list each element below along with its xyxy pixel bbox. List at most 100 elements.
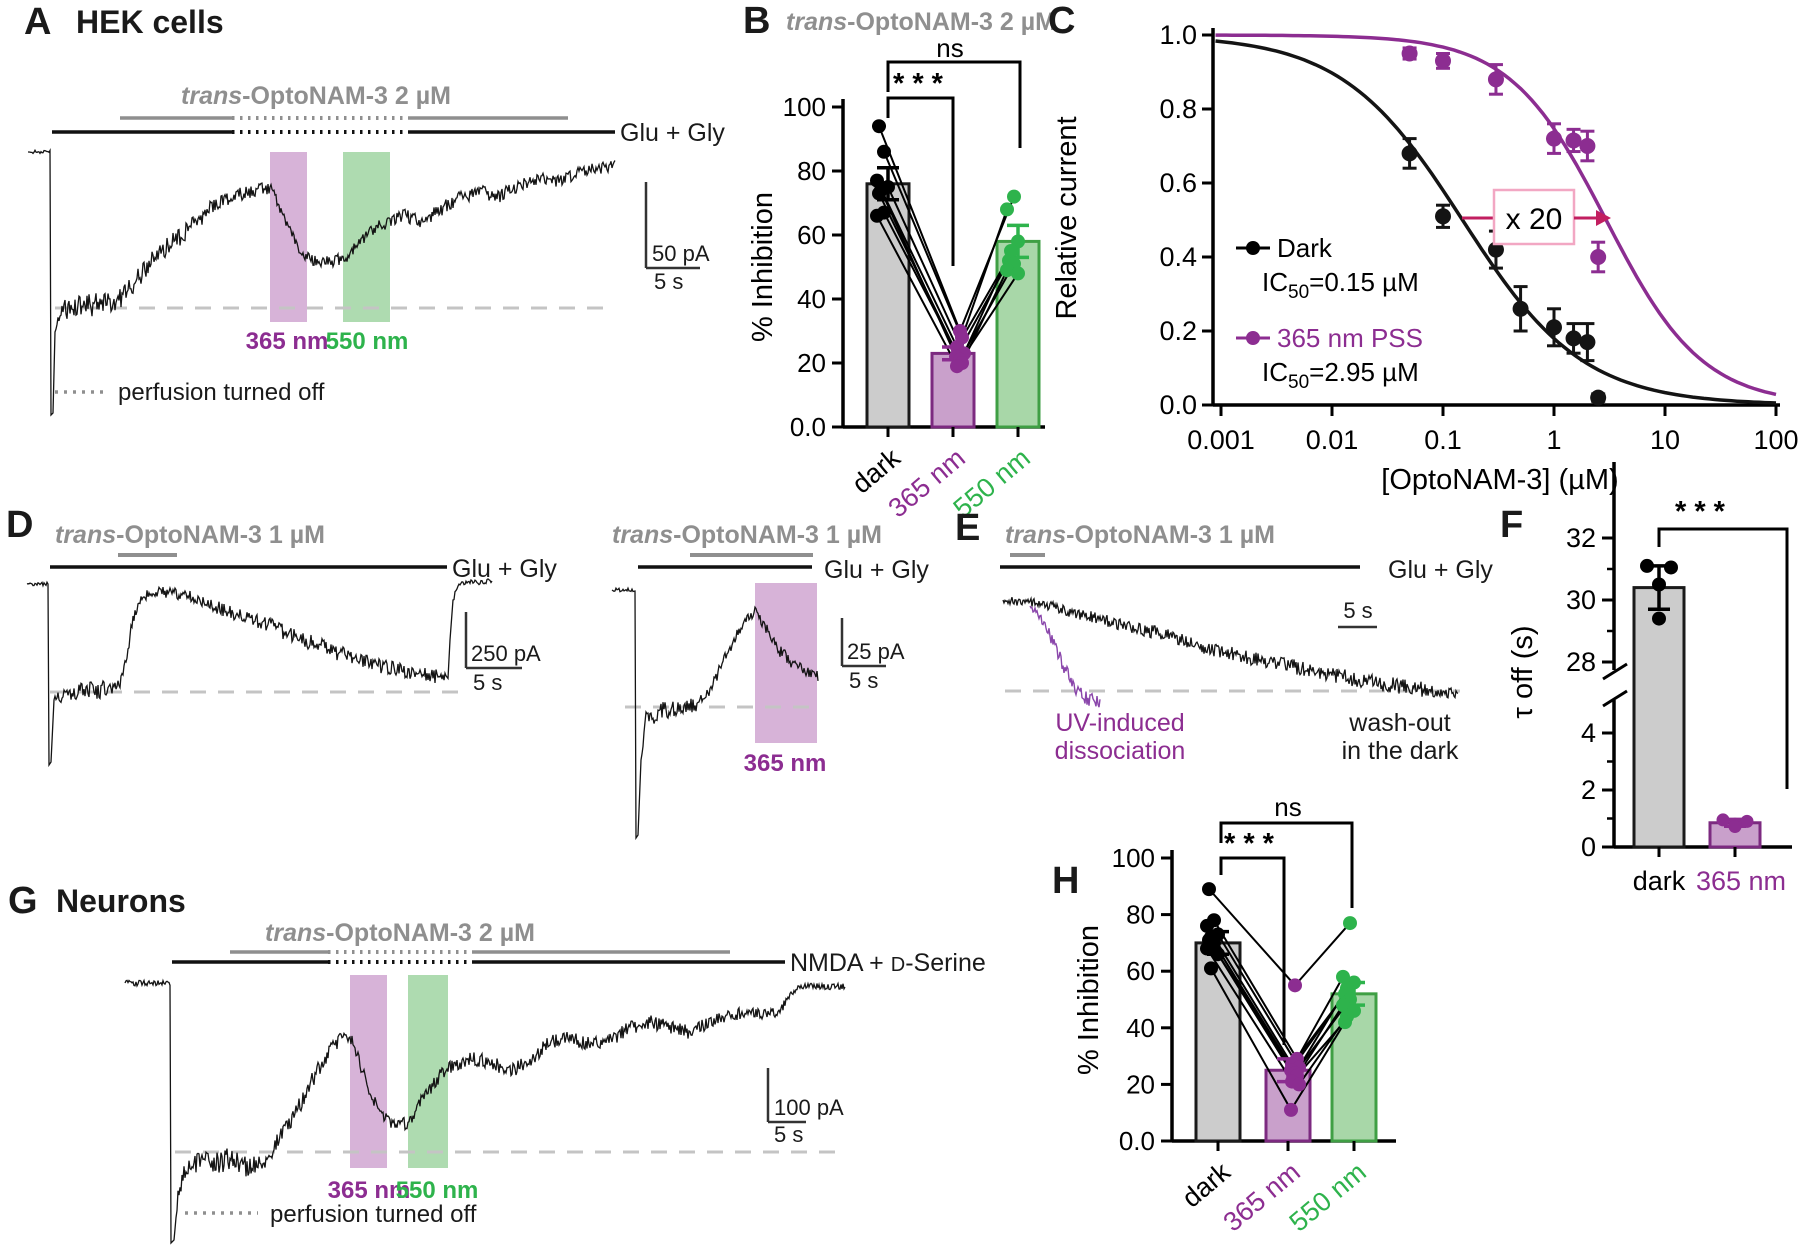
panel-b-letter: B	[743, 0, 770, 42]
panel-b-sig-uv: * * *	[893, 68, 944, 100]
significance-bracket	[1657, 527, 1789, 789]
x-category-label: 550 nm	[1284, 1157, 1372, 1238]
x-category-label: dark	[1176, 1156, 1236, 1213]
x-tick-label: 100	[1753, 425, 1798, 455]
vis-light-box	[408, 975, 448, 1168]
panel-a-scale-current: 50 pA	[652, 241, 710, 266]
trace-path	[1002, 596, 1459, 700]
agonist-smallcap: D	[891, 954, 905, 976]
data-point	[870, 208, 884, 223]
bar-dark	[1632, 586, 1686, 849]
y-tick-label: 100	[1112, 843, 1155, 873]
panel-a-title: HEK cells	[76, 4, 224, 40]
data-point	[1200, 941, 1214, 956]
panel-d-agonist-label: Glu + Gly	[452, 555, 557, 583]
panel-g-title: Neurons	[56, 883, 186, 919]
y-tick-label: 0.8	[1159, 94, 1197, 124]
y-tick-label: 4	[1581, 718, 1596, 748]
y-tick-label: 0.0	[1159, 390, 1197, 420]
y-tick-label: 60	[797, 220, 826, 250]
y-tick-label: 0.0	[1119, 1126, 1155, 1156]
uv-light-box	[350, 975, 387, 1168]
panel-c-shift-annotation: x 20	[1506, 203, 1563, 236]
y-tick-label: 20	[1126, 1069, 1155, 1099]
axis-break-mark	[1602, 689, 1628, 708]
drug-rest: -OptoNAM-3 2 µM	[326, 919, 535, 947]
uv-light-box	[270, 152, 307, 322]
panel-b-ylabel: % Inhibition	[747, 192, 779, 342]
panel-e-uv-caption-1: UV-induced	[1055, 709, 1184, 737]
significance-bracket	[886, 60, 1022, 148]
panel-d-drug-label: trans-OptoNAM-3 1 µM	[55, 521, 325, 549]
drug-rest: -OptoNAM-3 1 µM	[673, 521, 882, 549]
data-point	[1000, 202, 1014, 217]
panel-c-xlabel: [OptoNAM-3] (µM)	[1381, 464, 1618, 496]
panel-d2-agonist-label: Glu + Gly	[824, 556, 929, 584]
panel-a-agonist-label: Glu + Gly	[620, 119, 725, 147]
significance-bracket	[1219, 821, 1354, 908]
data-point	[1011, 266, 1025, 281]
agonist-suffix: -Serine	[905, 949, 986, 977]
data-point	[1343, 916, 1357, 931]
panel-d2-uv-label: 365 nm	[744, 750, 827, 777]
drug-italic: trans	[181, 82, 242, 110]
panel-a-vis-label: 550 nm	[326, 328, 409, 355]
panel-e-scale-time: 5 s	[1343, 598, 1372, 623]
panel-g-drug-label: trans-OptoNAM-3 2 µM	[265, 919, 535, 947]
legend-marker-dot	[1246, 331, 1260, 345]
panel-f-sig: * * *	[1675, 496, 1726, 528]
data-point	[1565, 132, 1582, 149]
x-category-label: 365 nm	[1696, 866, 1786, 896]
data-point	[1590, 249, 1607, 265]
y-tick-label: 2	[1581, 775, 1596, 805]
panel-h-ylabel: % Inhibition	[1073, 925, 1105, 1075]
panel-d-letter: D	[6, 504, 33, 546]
data-point	[1716, 813, 1730, 827]
data-point	[1546, 130, 1562, 147]
data-point	[1579, 138, 1596, 154]
panel-e-wash-caption-1: wash-out	[1348, 709, 1450, 737]
y-tick-label: 0.4	[1159, 242, 1197, 272]
panel-g-letter: G	[8, 880, 38, 922]
panel-g-scale-time: 5 s	[774, 1122, 803, 1147]
ic-prefix: IC	[1262, 357, 1288, 387]
data-point	[1640, 558, 1654, 573]
ic-value: =2.95 µM	[1309, 357, 1419, 387]
panel-g-vis-label: 550 nm	[396, 1177, 479, 1204]
drug-rest: -OptoNAM-3 1 µM	[1066, 521, 1275, 549]
panel-e-letter: E	[955, 507, 980, 549]
panel-d2-scale-current: 25 pA	[847, 639, 905, 664]
legend-pss-label: 365 nm PSS	[1277, 323, 1423, 353]
data-point	[1202, 882, 1216, 897]
y-tick-label: 0.0	[790, 412, 826, 442]
y-tick-label: 20	[797, 348, 826, 378]
data-point	[1401, 145, 1418, 162]
y-tick-label: 28	[1566, 647, 1596, 677]
trace-path	[1029, 605, 1101, 708]
panel-g-scale-current: 100 pA	[774, 1095, 844, 1120]
data-point	[1011, 234, 1025, 249]
agonist-prefix: NMDA +	[790, 949, 891, 977]
panel-g-uv-label: 365 nm	[328, 1177, 411, 1204]
panel-d2-scale-time: 5 s	[849, 668, 878, 693]
data-point	[1007, 189, 1021, 204]
panel-e-wash-caption-2: in the dark	[1342, 737, 1459, 765]
legend-dark-ic50: IC50=0.15 µM	[1262, 267, 1419, 303]
trace-path	[124, 978, 846, 1245]
panel-b-sig-vis: ns	[936, 33, 963, 63]
data-point	[1338, 1015, 1352, 1030]
y-tick-label: 60	[1126, 956, 1155, 986]
data-point	[1000, 263, 1014, 278]
panel-g-perfusion-label: perfusion turned off	[270, 1201, 477, 1228]
significance-bracket	[1219, 856, 1286, 1045]
drug-italic: trans	[265, 919, 326, 947]
panel-e-drug-label: trans-OptoNAM-3 1 µM	[1005, 521, 1275, 549]
title-italic: trans	[786, 8, 847, 36]
data-point	[1740, 814, 1754, 828]
panel-d2-drug-label: trans-OptoNAM-3 1 µM	[612, 521, 882, 549]
panel-h-sig-vis: ns	[1274, 792, 1301, 822]
data-point	[1292, 1077, 1306, 1092]
